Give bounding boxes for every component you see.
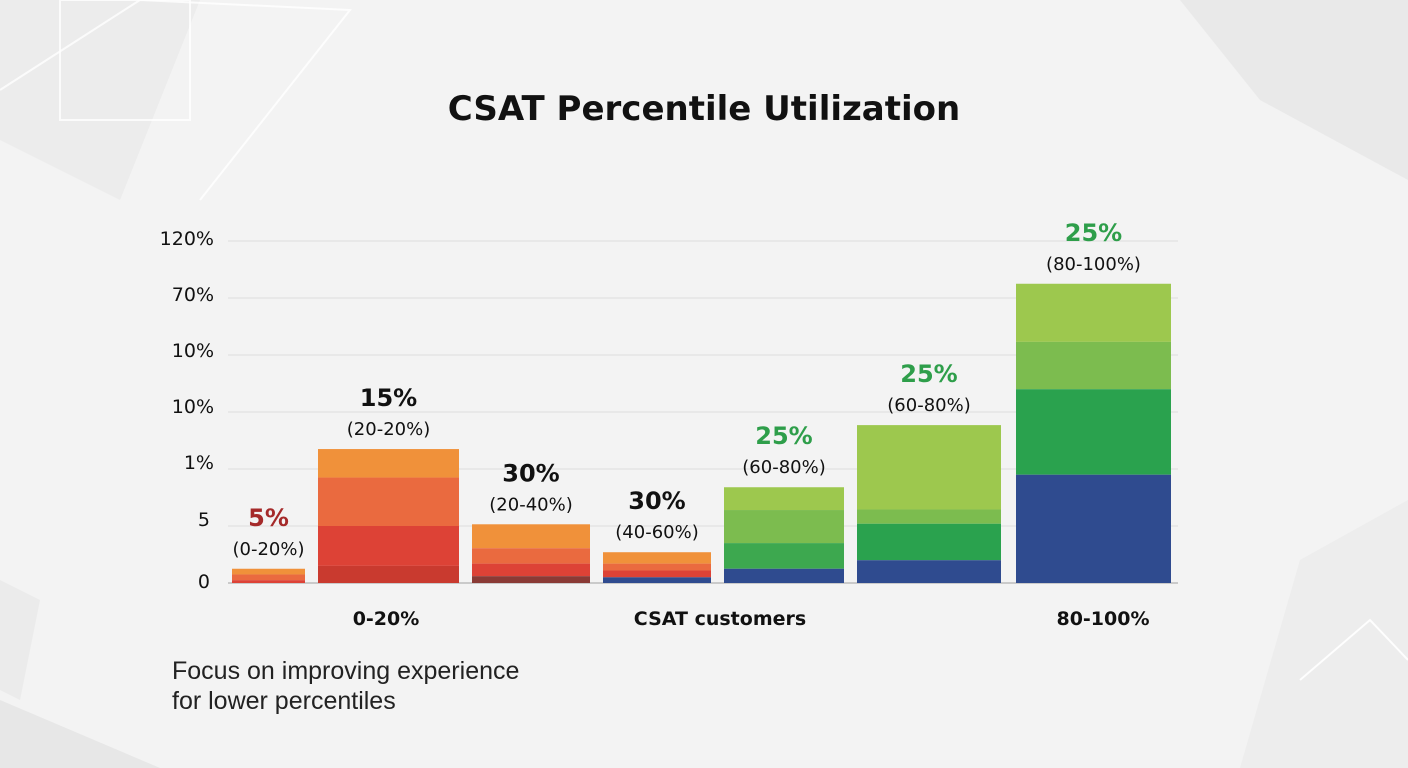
bar-segment [318,477,459,526]
y-tick-label: 120% [160,228,214,250]
bar-segment [232,574,305,581]
bar-segment [724,568,844,583]
y-tick-label: 1% [184,452,214,474]
x-axis-title: CSAT customers [634,608,806,630]
bar [232,568,305,583]
bar-segment [472,563,590,577]
bar-segment [232,580,305,583]
bar-segment [724,543,844,569]
bars [232,283,1171,583]
bar-range-label: (60-80%) [887,395,970,416]
bar-segment [724,487,844,511]
bar-segment [603,570,711,578]
x-tick-label: 0-20% [353,608,420,630]
bar-segment [1016,283,1171,342]
bar-value-label: 30% [628,487,685,515]
bar [472,524,590,583]
y-tick-label: 0 [198,571,210,593]
bar-value-label: 5% [248,504,289,532]
x-tick-label: 80-100% [1056,608,1149,630]
bar [724,487,844,583]
bar-range-label: (40-60%) [615,522,698,543]
bar-segment [1016,341,1171,390]
bar-value-label: 15% [360,384,417,412]
bar-value-label: 25% [900,360,957,388]
bar-labels: 5% (0-20%) 15% (20-20%) 30% (20-40%) 30% (40-60… [233,219,1141,560]
footnote: Focus on improving experience for lower … [172,657,520,715]
y-axis-ticks: 120% 70% 10% 10% 1% 5 0 [160,228,214,593]
bar-segment [318,565,459,583]
bar-segment [603,577,711,583]
bar-segment [472,524,590,549]
bar-value-label: 30% [502,459,559,487]
bar-value-label: 25% [1065,219,1122,247]
bar-segment [232,568,305,575]
bar [857,425,1001,583]
bar-segment [857,560,1001,583]
bar-segment [1016,474,1171,583]
bar-value-label: 25% [755,422,812,450]
bar-segment [472,548,590,564]
bar-segment [857,425,1001,510]
bar-segment [318,449,459,478]
bar-range-label: (80-100%) [1046,254,1141,275]
bar-segment [603,552,711,564]
bar-segment [318,526,459,566]
y-tick-label: 10% [172,340,214,362]
chart-title: CSAT Percentile Utilization [448,89,960,129]
x-axis-labels: 0-20% CSAT customers 80-100% [353,608,1150,630]
bar-segment [724,510,844,544]
bar-segment [857,523,1001,561]
bar-segment [1016,389,1171,475]
y-tick-label: 5 [198,509,210,531]
bar-segment [603,563,711,571]
bar-range-label: (20-20%) [347,419,430,440]
y-tick-label: 70% [172,284,214,306]
bar-range-label: (20-40%) [489,494,572,515]
bar-range-label: (60-80%) [742,457,825,478]
bar-range-label: (0-20%) [233,539,305,560]
bar [318,449,459,583]
bar-segment [857,509,1001,524]
bar [1016,283,1171,583]
bar [603,552,711,583]
bar-segment [472,576,590,583]
y-tick-label: 10% [172,396,214,418]
